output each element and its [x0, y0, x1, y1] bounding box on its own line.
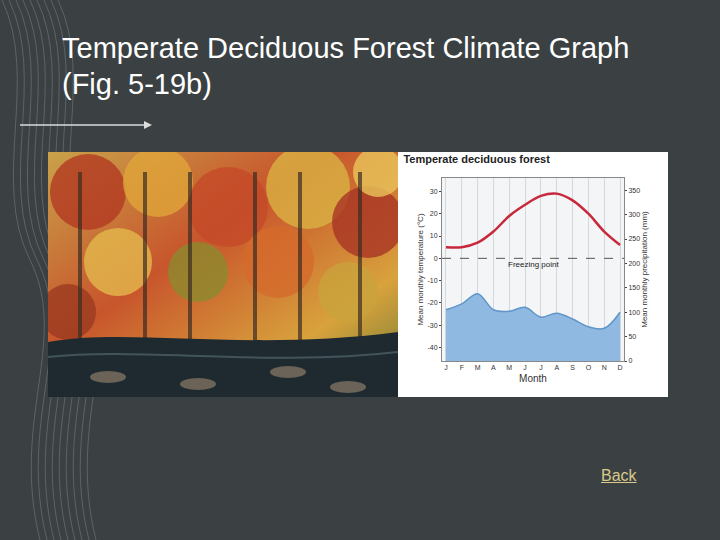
svg-text:M: M	[506, 364, 512, 371]
svg-text:J: J	[523, 364, 527, 371]
svg-text:0: 0	[434, 255, 438, 262]
svg-text:Freezing point: Freezing point	[508, 260, 559, 269]
svg-text:Mean monthly precipitation (mm: Mean monthly precipitation (mm)	[640, 211, 649, 328]
svg-text:350: 350	[628, 187, 640, 194]
svg-text:F: F	[460, 364, 464, 371]
svg-text:N: N	[602, 364, 607, 371]
svg-text:Temperate deciduous forest: Temperate deciduous forest	[403, 153, 550, 165]
html-text:Back: Back	[601, 467, 637, 484]
svg-text:-20: -20	[427, 299, 437, 306]
svg-text:20: 20	[430, 210, 438, 217]
svg-text:J: J	[539, 364, 543, 371]
svg-text:10: 10	[430, 232, 438, 239]
svg-text:S: S	[570, 364, 575, 371]
svg-text:J: J	[444, 364, 448, 371]
svg-text:30: 30	[430, 188, 438, 195]
svg-text:Month: Month	[519, 373, 547, 384]
svg-text:150: 150	[628, 284, 640, 291]
svg-text:D: D	[618, 364, 623, 371]
svg-text:A: A	[491, 364, 496, 371]
svg-text:50: 50	[628, 333, 636, 340]
svg-text:200: 200	[628, 260, 640, 267]
svg-text:M: M	[475, 364, 481, 371]
svg-text:Mean monthly temperature (°C): Mean monthly temperature (°C)	[416, 213, 425, 325]
html-text:Temperate Deciduous Forest Cli: Temperate Deciduous Forest Climate Graph…	[62, 32, 630, 100]
svg-text:-10: -10	[427, 277, 437, 284]
svg-text:0: 0	[628, 357, 632, 364]
svg-text:O: O	[586, 364, 592, 371]
svg-text:300: 300	[628, 211, 640, 218]
svg-text:-40: -40	[427, 344, 437, 351]
svg-text:100: 100	[628, 309, 640, 316]
svg-text:250: 250	[628, 235, 640, 242]
svg-text:A: A	[554, 364, 559, 371]
svg-text:-30: -30	[427, 322, 437, 329]
